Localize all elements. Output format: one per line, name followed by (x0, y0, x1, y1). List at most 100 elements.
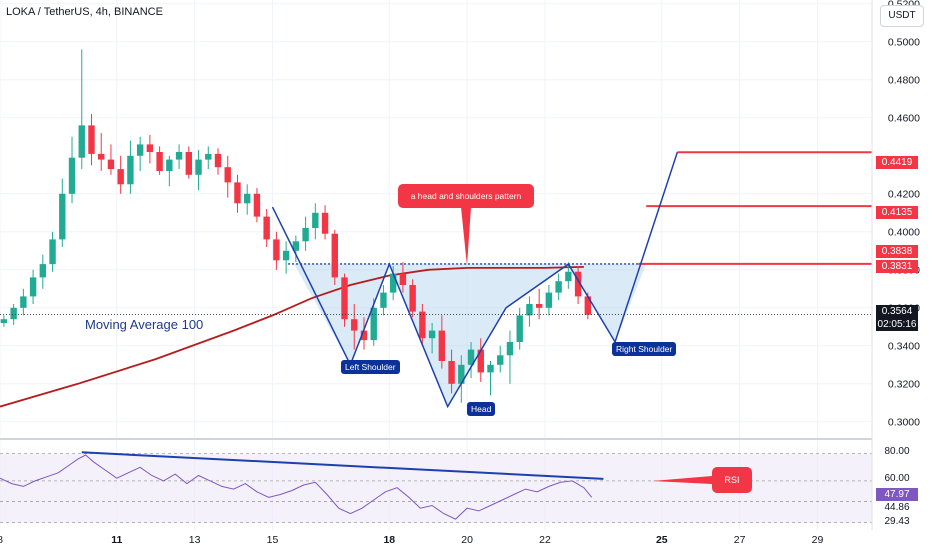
resistance-levels (638, 151, 872, 265)
time-tick-label: 29 (812, 534, 824, 546)
time-tick-label: 22 (539, 534, 551, 546)
level-badge-4419: 0.4419 (876, 156, 918, 169)
callout-pointer (461, 207, 471, 266)
pattern-fill (293, 263, 647, 407)
current-price-badge: 0.3564 (876, 305, 918, 318)
level-badge-3831: 0.3831 (876, 260, 918, 273)
candle-body (68, 157, 76, 194)
candles (0, 49, 592, 403)
right-shoulder-tag: Right Shoulder (612, 342, 677, 356)
rsi-label-2943: 29.43 (884, 516, 910, 527)
candle-body (273, 239, 280, 261)
candle-body (389, 273, 397, 293)
candle-body (438, 330, 446, 361)
candle-body (136, 144, 144, 156)
candle-body (205, 153, 212, 160)
price-tick-label: 0.5000 (888, 36, 920, 48)
price-tick-label: 0.3400 (888, 340, 920, 352)
rsi-trendline (81, 451, 604, 480)
currency-button[interactable]: USDT (880, 5, 924, 27)
candle-body (234, 182, 241, 204)
pattern-callout: a head and shoulders pattern (398, 184, 534, 208)
time-tick-label: 25 (656, 534, 668, 546)
candle-body (516, 315, 523, 342)
candle-body (39, 264, 47, 278)
time-tick-label: 20 (461, 534, 473, 546)
candle-body (156, 152, 163, 171)
candle-body (526, 304, 533, 316)
time-tick-label: 11 (111, 534, 122, 546)
candle-body (185, 152, 193, 175)
candle-body (477, 349, 484, 373)
price-tick-label: 0.4800 (888, 74, 920, 86)
candle-body (555, 281, 562, 293)
rsi-label-4486: 44.86 (884, 502, 910, 513)
candle-body (467, 349, 475, 365)
price-tick-label: 0.3000 (888, 416, 920, 428)
level-badge-3838: 0.3838 (876, 245, 918, 258)
candle-body (399, 273, 407, 285)
price-tick-label: 0.4200 (888, 188, 920, 200)
candle-body (175, 152, 183, 160)
time-tick-label: 13 (189, 534, 201, 546)
candle-body (127, 155, 134, 185)
candle-body (78, 125, 85, 158)
candle-body (312, 212, 319, 228)
candle-body (263, 216, 270, 240)
candle-body (331, 233, 338, 278)
moving-average-label: Moving Average 100 (85, 317, 204, 332)
candle-body (166, 159, 173, 171)
candle-body (565, 271, 572, 282)
rsi-label-60: 60.00 (884, 473, 910, 484)
candle-body (584, 296, 592, 315)
time-tick-label: 27 (734, 534, 746, 546)
candle-body (146, 144, 154, 152)
price-tick-label: 0.3200 (888, 378, 920, 390)
candle-body (282, 250, 290, 261)
time-tick-label: 15 (267, 534, 279, 546)
candle-body (419, 311, 426, 339)
candle-body (243, 193, 251, 204)
time-tick-label: 18 (383, 534, 395, 546)
rsi-tag: RSI (712, 467, 752, 493)
candle-body (214, 153, 222, 168)
candle-body (59, 193, 66, 240)
candle-body (107, 159, 115, 170)
candle-body (380, 292, 387, 308)
candle-body (253, 193, 261, 217)
candle-body (535, 304, 543, 308)
candle-body (360, 330, 368, 341)
candle-body (545, 292, 553, 308)
candle-body (448, 361, 455, 384)
candle-body (351, 319, 358, 331)
candle-body (49, 239, 56, 265)
head-shoulders-pattern-line (271, 151, 679, 409)
head-tag: Head (467, 402, 496, 416)
price-tick-label: 0.4600 (888, 112, 920, 124)
candle-body (341, 277, 348, 320)
candle-body (487, 364, 494, 373)
candle-body (428, 330, 436, 339)
rsi-current-badge: 47.97 (876, 488, 918, 501)
time-tick-label: 8 (0, 534, 3, 546)
moving-average-100-line (0, 266, 584, 408)
candle-body (302, 228, 309, 242)
candle-body (10, 307, 17, 320)
candle-body (370, 307, 377, 341)
candle-body (574, 271, 582, 297)
time-axis-labels: 8 11 13 15 18 20 22 25 27 29 (0, 534, 823, 546)
candle-body (29, 277, 37, 297)
candle-body (458, 364, 465, 384)
candle-body (497, 355, 504, 365)
rsi-tag-pointer (652, 476, 712, 484)
rsi-label-80: 80.00 (884, 446, 910, 457)
price-tick-label: 0.4000 (888, 226, 920, 238)
countdown-badge: 02:05:16 (876, 318, 918, 331)
candle-body (224, 167, 231, 183)
candle-body (409, 285, 416, 312)
left-shoulder-tag: Left Shoulder (341, 360, 400, 374)
candle-body (88, 125, 95, 154)
candle-body (20, 296, 27, 308)
level-badge-4135: 0.4135 (876, 206, 918, 219)
